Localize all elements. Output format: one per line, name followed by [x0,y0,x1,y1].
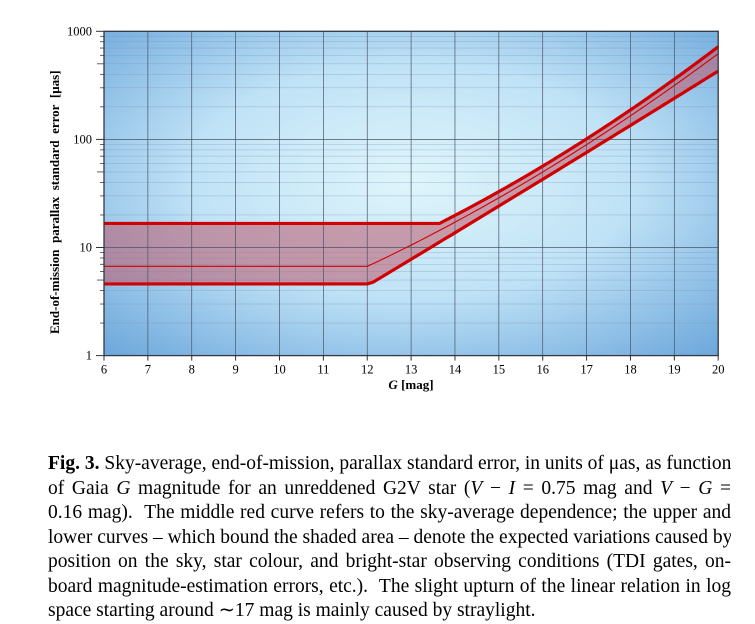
svg-text:6: 6 [101,363,107,377]
svg-text:17: 17 [580,363,593,377]
svg-text:15: 15 [493,363,506,377]
svg-text:11: 11 [317,363,329,377]
svg-text:7: 7 [145,363,151,377]
svg-text:100: 100 [73,132,92,146]
svg-text:12: 12 [361,363,374,377]
svg-text:16: 16 [536,363,549,377]
svg-text:10: 10 [273,363,286,377]
svg-text:14: 14 [449,363,462,377]
svg-text:18: 18 [624,363,637,377]
svg-text:9: 9 [232,363,238,377]
svg-text:19: 19 [668,363,681,377]
svg-text:13: 13 [405,363,418,377]
svg-text:1: 1 [86,349,92,363]
svg-text:1000: 1000 [67,24,92,38]
svg-text:20: 20 [712,363,725,377]
svg-text:8: 8 [189,363,195,377]
svg-text:10: 10 [80,241,93,255]
